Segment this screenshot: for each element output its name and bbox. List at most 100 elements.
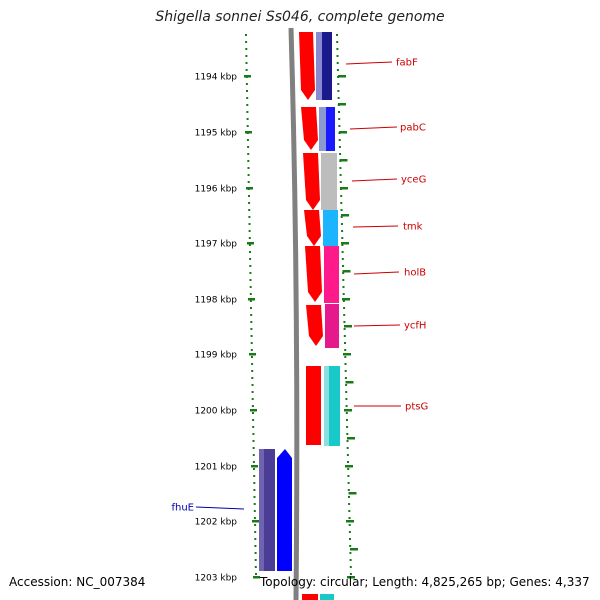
gene-label-pabC: pabC [400,123,426,134]
minor-tick [338,125,341,127]
gene-block-fabF-shade [316,32,322,100]
minor-tick [348,503,351,505]
minor-tick [336,62,339,64]
minor-tick [252,412,254,414]
major-tick [253,576,260,579]
minor-tick [247,146,250,148]
gene-block-fhuE-shade [259,449,264,571]
major-tick [344,325,352,328]
minor-tick [345,384,348,386]
major-tick [345,381,354,384]
minor-tick [340,195,343,197]
minor-tick [250,335,253,337]
minor-tick [344,349,347,351]
minor-tick [347,468,350,470]
minor-tick [340,202,343,204]
minor-tick [251,356,253,358]
minor-tick [253,510,256,512]
gene-leader-line [195,506,245,510]
major-tick [338,75,346,78]
minor-tick [342,272,345,274]
minor-tick [338,118,341,120]
minor-tick [249,265,252,267]
major-tick [248,298,255,301]
minor-tick [347,482,350,484]
major-tick [345,465,353,468]
major-tick [342,270,351,273]
map-title: Shigella sonnei Ss046, complete genome [155,9,445,25]
minor-tick [349,573,352,575]
minor-tick [250,328,253,330]
minor-tick [251,391,254,393]
minor-tick [254,545,257,547]
minor-tick [348,496,350,498]
minor-tick [343,307,346,309]
minor-tick [249,251,251,253]
minor-tick [246,125,249,127]
minor-tick [254,538,257,540]
minor-tick [245,62,248,64]
major-tick [251,465,258,468]
ruler-label: 1202 kbp [195,518,238,528]
minor-tick [343,314,346,316]
gene-block-yceG [321,153,337,210]
major-tick [340,187,348,190]
minor-tick [349,552,352,554]
ruler-label: 1195 kbp [195,129,238,139]
minor-tick [245,48,248,50]
minor-tick [346,440,349,442]
orf-forward [306,366,321,445]
minor-tick [248,223,251,225]
gene-features [259,32,340,600]
ruler-label: 1197 kbp [195,240,238,250]
minor-tick [349,566,352,568]
minor-tick [346,433,349,435]
minor-tick [253,517,256,519]
minor-tick [339,153,342,155]
minor-tick [252,447,255,449]
minor-tick [253,489,256,491]
ruler-label: 1203 kbp [195,574,238,584]
gene-label-tmk: tmk [403,222,423,233]
minor-tick [345,391,348,393]
minor-tick [252,454,255,456]
minor-tick [247,174,250,176]
major-tick [252,520,259,523]
ruler-label: 1201 kbp [195,463,238,473]
minor-tick [253,503,256,505]
minor-tick [246,118,249,120]
major-tick [339,131,347,134]
minor-tick [254,559,257,561]
minor-tick [349,538,351,540]
major-tick [246,187,253,190]
gene-label-yceG: yceG [401,175,426,186]
minor-tick [343,328,346,330]
minor-tick [245,83,248,85]
minor-tick [248,230,251,232]
minor-tick [347,461,349,463]
ruler-label: 1199 kbp [195,351,238,361]
gene-label-ycfH: ycfH [404,321,426,332]
major-tick [343,353,351,356]
minor-tick [341,230,344,232]
minor-tick [346,447,349,449]
orf-forward [299,32,315,100]
orf-forward [301,107,318,150]
minor-tick [342,286,345,288]
orf-forward [305,246,322,302]
backbone-arc [288,27,300,600]
minor-tick [347,475,350,477]
minor-tick [250,314,253,316]
major-tick [342,298,350,301]
orf-forward [303,153,320,210]
orf-reverse [277,449,292,571]
genome-summary-text: Topology: circular; Length: 4,825,265 bp… [260,575,590,589]
ruler-label: 1194 kbp [195,73,238,83]
minor-tick [246,90,248,92]
minor-tick [340,216,343,218]
minor-tick [255,573,257,575]
major-tick [247,242,254,245]
minor-tick [254,552,257,554]
minor-tick [247,167,250,169]
minor-tick [348,517,351,519]
